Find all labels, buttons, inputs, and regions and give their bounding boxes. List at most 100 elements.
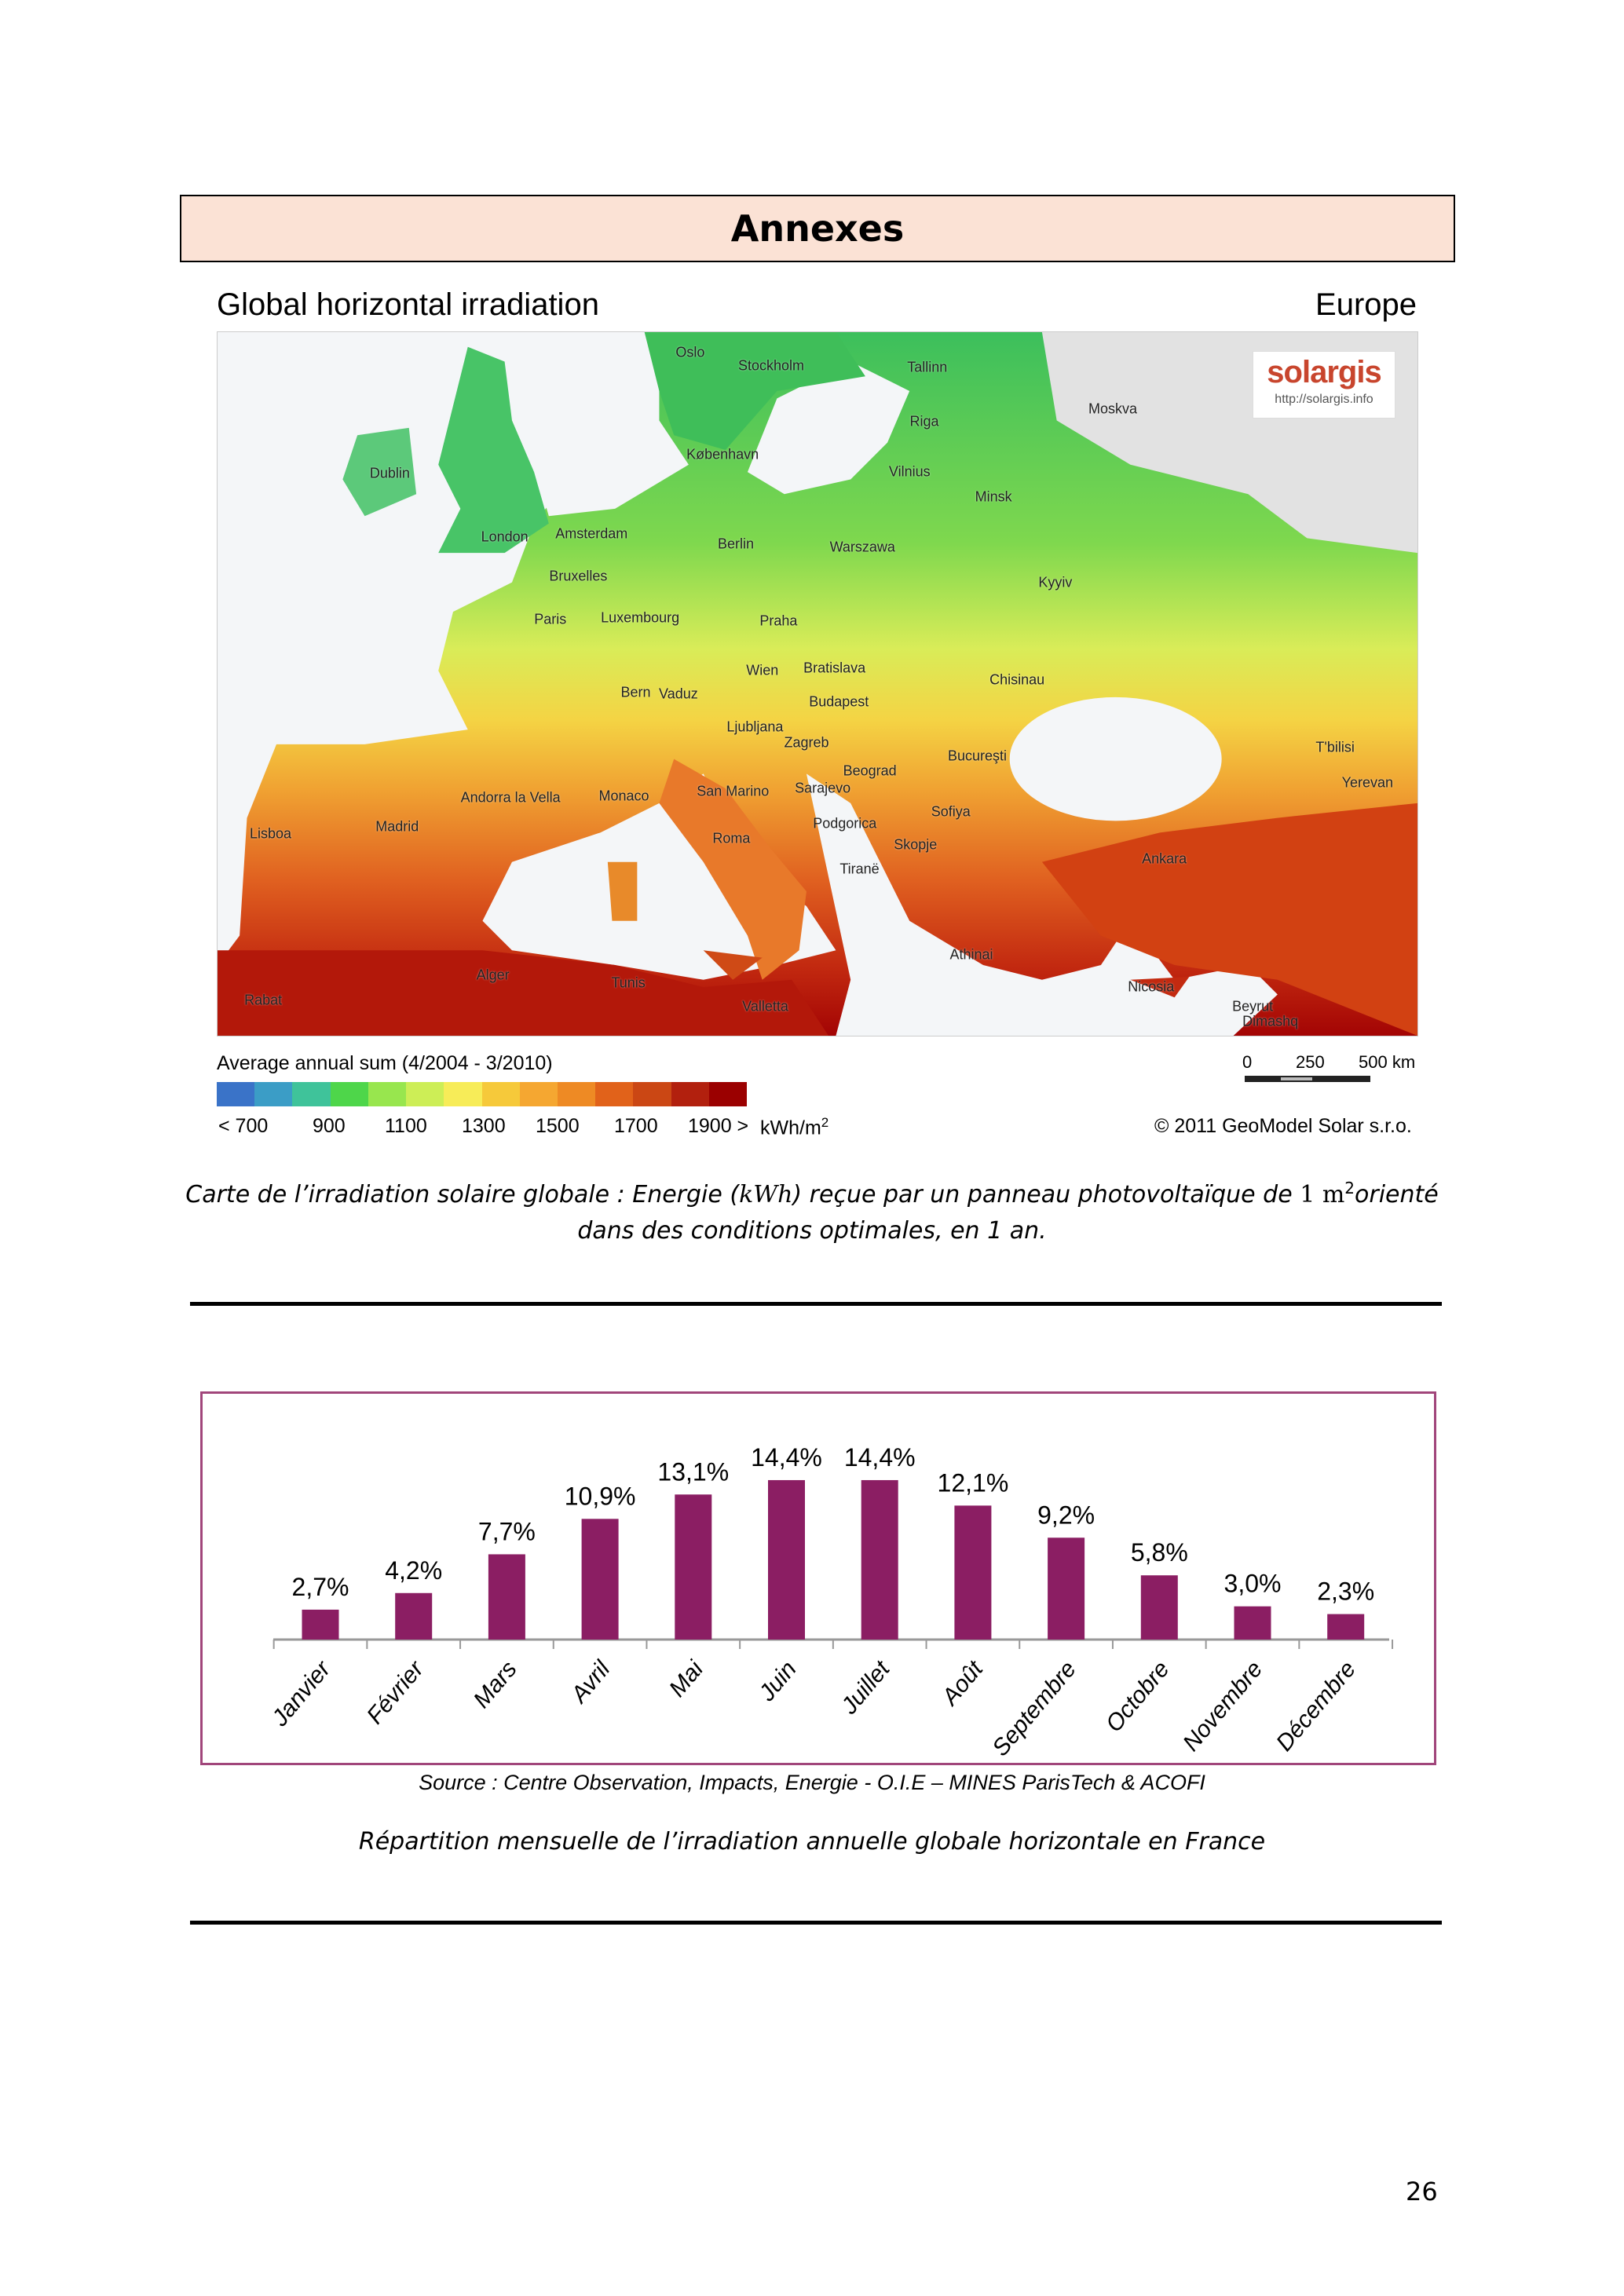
city-label: Vilnius xyxy=(888,463,931,480)
legend-tick: 1700 xyxy=(614,1115,658,1137)
legend-swatch xyxy=(557,1082,596,1106)
city-label: Rabat xyxy=(244,992,283,1008)
city-label: Roma xyxy=(712,830,751,846)
legend-unit: kWh/m2 xyxy=(760,1115,829,1139)
city-label: Podgorica xyxy=(813,815,877,832)
category-label: Mars xyxy=(469,1656,522,1713)
city-label: Madrid xyxy=(375,818,419,835)
category-label: Septembre xyxy=(987,1656,1081,1761)
legend-tick: 1100 xyxy=(385,1115,427,1137)
irradiation-map: Oslo Stockholm Tallinn Moskva Riga København V… xyxy=(217,331,1418,1036)
city-label: Wien xyxy=(746,662,779,678)
solargis-logo: solargis http://solargis.info xyxy=(1253,351,1395,419)
city-label: Sofiya xyxy=(931,803,971,820)
legend-swatch xyxy=(595,1082,634,1106)
city-label: Praha xyxy=(759,612,798,628)
city-label: Budapest xyxy=(809,693,869,710)
scale-bar xyxy=(1245,1076,1370,1082)
legend-swatch xyxy=(217,1082,255,1106)
legend-tick: 1900 > xyxy=(688,1115,749,1137)
scale-label-250: 250 xyxy=(1296,1052,1325,1072)
data-label: 5,8% xyxy=(1131,1538,1188,1567)
data-label: 13,1% xyxy=(657,1457,729,1486)
legend-tick: 1300 xyxy=(462,1115,506,1137)
scale-label-500: 500 km xyxy=(1359,1052,1416,1072)
category-label: Avril xyxy=(565,1655,616,1709)
city-label: Dublin xyxy=(369,465,410,481)
city-label: Tiranë xyxy=(839,861,880,877)
city-label: Beograd xyxy=(843,762,897,779)
bar xyxy=(302,1609,339,1640)
legend-swatch xyxy=(254,1082,293,1106)
data-label: 14,4% xyxy=(844,1443,916,1472)
city-label: Andorra la Vella xyxy=(460,789,561,805)
city-label: Moskva xyxy=(1088,400,1138,416)
city-label: Warszawa xyxy=(829,539,895,555)
bar xyxy=(1327,1614,1365,1640)
legend-swatch xyxy=(406,1082,444,1106)
city-label: Vaduz xyxy=(659,686,698,702)
city-label: København xyxy=(686,446,759,462)
legend-title: Average annual sum (4/2004 - 3/2010) xyxy=(217,1052,553,1074)
bar xyxy=(488,1554,525,1640)
city-label: San Marino xyxy=(697,783,770,799)
city-label: Dimashq xyxy=(1242,1013,1299,1029)
map-title: Global horizontal irradiation xyxy=(217,287,599,322)
data-label: 3,0% xyxy=(1224,1570,1282,1598)
bar xyxy=(954,1505,992,1640)
city-label: Ljubljana xyxy=(726,718,784,734)
divider xyxy=(190,1921,1442,1925)
divider xyxy=(190,1302,1442,1306)
bar xyxy=(675,1494,712,1640)
section-title: Annexes xyxy=(180,195,1455,262)
city-label: Yerevan xyxy=(1341,774,1394,791)
city-label: Valletta xyxy=(742,998,788,1015)
city-label: Skopje xyxy=(894,836,938,852)
category-label: Mai xyxy=(664,1655,709,1702)
city-label: Oslo xyxy=(675,344,705,360)
legend-swatch xyxy=(671,1082,709,1106)
category-label: Juillet xyxy=(836,1655,895,1720)
city-label: Chisinau xyxy=(989,671,1045,687)
city-label: Bucureşti xyxy=(947,748,1008,764)
city-label: Beyrut xyxy=(1232,998,1274,1015)
category-label: Décembre xyxy=(1271,1656,1361,1756)
bar xyxy=(1140,1575,1178,1640)
city-label: Paris xyxy=(534,611,567,627)
chart-source: Source : Centre Observation, Impacts, En… xyxy=(419,1771,1205,1794)
chart-svg: 2,7% Janvier 4,2% Février 7,7% Mars 10,9% Avril… xyxy=(266,1443,1394,1761)
chart-caption: Répartition mensuelle de l’irradiation a… xyxy=(358,1828,1266,1855)
data-label: 7,7% xyxy=(478,1517,536,1545)
city-label: Minsk xyxy=(975,488,1012,505)
map-caption: Carte de l’irradiation solaire globale :… xyxy=(185,1179,1439,1245)
city-label: Tunis xyxy=(611,974,646,991)
legend-swatch xyxy=(292,1082,331,1106)
city-label: Kyyiv xyxy=(1038,574,1073,590)
legend-tick: 1500 xyxy=(536,1115,580,1137)
legend-swatch xyxy=(481,1082,520,1106)
legend-swatch xyxy=(368,1082,407,1106)
city-label: Alger xyxy=(476,967,510,983)
monthly-irradiation-chart: 2,7% Janvier 4,2% Février 7,7% Mars 10,9% Avril… xyxy=(200,1391,1436,1765)
city-label: Amsterdam xyxy=(555,525,628,542)
city-label: Bern xyxy=(620,684,651,700)
city-label: Bratislava xyxy=(803,660,866,675)
city-label: London xyxy=(481,528,529,545)
city-label: Ankara xyxy=(1142,850,1187,867)
city-label: Zagreb xyxy=(784,734,829,751)
city-label: Lisboa xyxy=(249,825,292,842)
city-label: Stockholm xyxy=(737,357,805,374)
city-label: Athinai xyxy=(949,946,993,963)
page-number: 26 xyxy=(1406,2177,1438,2206)
legend-tick: 900 xyxy=(313,1115,346,1137)
data-label: 10,9% xyxy=(565,1482,636,1510)
map-region: Europe xyxy=(1315,287,1417,322)
bar xyxy=(1234,1606,1271,1640)
legend-colorbar xyxy=(217,1082,748,1106)
city-label: Nicosia xyxy=(1128,978,1175,995)
data-label: 2,7% xyxy=(292,1573,349,1601)
bar xyxy=(1048,1537,1085,1640)
bar xyxy=(768,1479,805,1640)
bar xyxy=(395,1592,433,1640)
data-label: 12,1% xyxy=(938,1468,1009,1497)
